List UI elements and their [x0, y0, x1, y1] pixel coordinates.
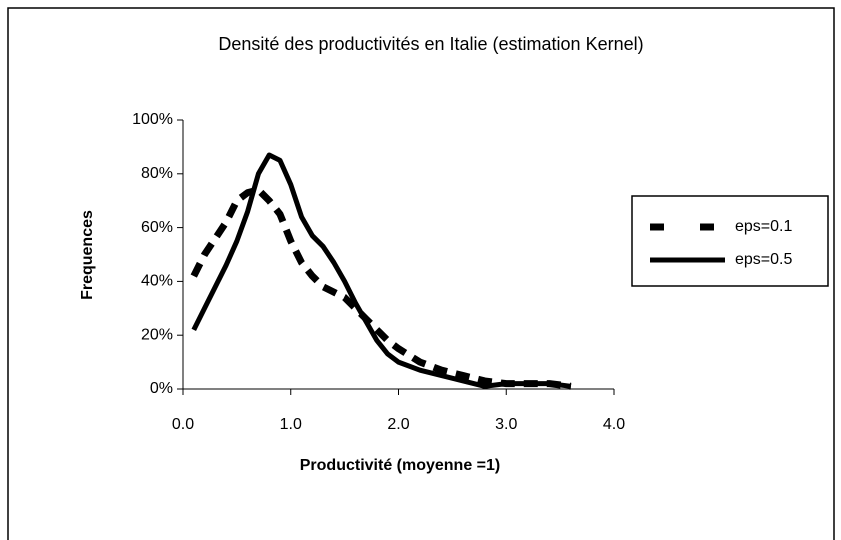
series-line — [191, 152, 572, 389]
x-axis-label: Productivité (moyenne =1) — [300, 457, 501, 474]
legend-label: eps=0.1 — [735, 218, 792, 235]
x-tick-label: 2.0 — [387, 416, 409, 433]
y-tick-label: 0% — [150, 380, 173, 397]
y-tick-label: 60% — [141, 219, 173, 236]
y-tick-label: 100% — [132, 111, 173, 128]
x-tick-label: 3.0 — [495, 416, 517, 433]
y-axis-label: Frequences — [79, 210, 96, 300]
chart-title: Densité des productivités en Italie (est… — [218, 34, 643, 54]
y-tick-label: 40% — [141, 273, 173, 290]
x-tick-label: 4.0 — [603, 416, 625, 433]
frame — [7, 7, 835, 540]
legend-label: eps=0.5 — [735, 251, 792, 268]
legend-box — [631, 195, 829, 287]
x-tick-label: 0.0 — [172, 416, 194, 433]
y-tick-label: 20% — [141, 326, 173, 343]
x-tick-label: 1.0 — [280, 416, 302, 433]
y-tick-label: 80% — [141, 165, 173, 182]
series-line — [190, 186, 572, 390]
